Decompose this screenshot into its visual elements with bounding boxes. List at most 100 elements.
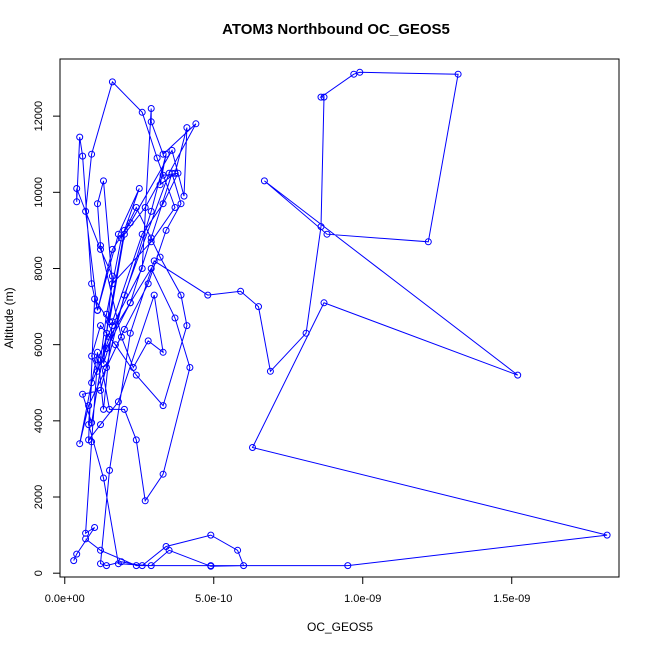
data-point [162,226,170,234]
data-point [147,118,155,126]
data-point [266,367,274,375]
data-point [79,152,87,160]
y-tick-label: 10000 [33,177,45,208]
x-tick-label: 1.0e-09 [344,593,381,605]
data-point [76,133,84,141]
data-point [150,291,158,299]
data-point [192,120,200,128]
data-point [177,291,185,299]
data-point [207,531,215,539]
data-point [350,70,358,78]
y-tick-label: 8000 [33,256,45,280]
data-point [94,367,101,375]
data-point [320,93,328,101]
data-point [147,562,155,570]
y-tick-label: 6000 [33,332,45,356]
y-axis-label: Altitude (m) [2,287,16,348]
data-point [255,303,262,311]
data-point [120,325,128,333]
data-point [320,299,328,307]
data-point [240,562,248,570]
data-point [153,154,161,162]
data-point [156,253,164,261]
data-point [132,371,140,379]
data-point [73,198,81,206]
data-point [103,310,110,318]
data-point [106,405,113,413]
data-point [70,557,78,565]
data-point [97,546,104,554]
data-point [91,295,99,303]
data-point [132,436,140,444]
data-point [159,470,167,478]
data-point [207,562,215,570]
y-axis: 0 2000 4000 6000 8000 10000 12000 [33,101,61,576]
data-point [138,230,146,238]
data-point [424,238,432,246]
series-layer [70,68,611,570]
data-point [97,242,104,250]
data-point [171,169,179,177]
y-tick-label: 0 [33,570,45,576]
x-axis-label: OC_GEOS5 [307,620,373,634]
plot-frame [59,58,620,578]
data-point [323,230,331,238]
data-point [171,204,179,211]
data-point [260,177,268,185]
data-point [204,291,212,299]
data-point [85,402,93,410]
y-tick-label: 4000 [33,409,45,433]
data-point [132,204,140,211]
data-point [454,70,462,78]
data-point [108,245,116,253]
data-point [97,386,104,394]
data-point [106,466,113,474]
data-point [317,223,325,231]
data-point [73,550,81,558]
data-point [94,348,101,356]
data-point [76,440,84,448]
data-point [97,245,104,253]
data-point [108,272,116,280]
data-point [132,562,140,570]
data-point [144,280,152,288]
data-point [120,291,128,299]
data-point [114,398,122,406]
data-point [108,280,116,288]
data-point [108,78,116,86]
series-line [73,71,608,567]
x-tick-label: 1.5e-09 [493,593,530,605]
data-point [141,497,149,505]
y-tick-label: 2000 [33,485,45,509]
data-point [186,364,194,371]
data-point [141,204,149,211]
data-point [129,364,137,371]
data-point [100,474,107,482]
data-point [171,314,179,322]
data-point [100,177,107,185]
data-point [94,356,101,364]
data-point [79,390,87,398]
chart-title: ATOM3 Northbound OC_GEOS5 [222,21,450,38]
data-point [111,341,119,349]
data-point [138,108,146,116]
data-point [103,364,110,371]
data-point [103,562,110,570]
data-point [94,200,101,208]
data-point [237,287,245,295]
data-point [147,207,155,215]
data-point [180,192,188,200]
data-point [88,280,96,288]
data-point [159,150,167,158]
data-point [85,421,93,429]
data-point [183,124,191,132]
data-point [73,185,81,192]
data-point [106,318,113,326]
data-point [120,405,128,413]
data-point [82,207,90,215]
data-point [138,265,146,272]
data-point [91,524,99,531]
data-point [603,531,611,539]
data-point [159,402,167,410]
data-point [117,333,125,341]
